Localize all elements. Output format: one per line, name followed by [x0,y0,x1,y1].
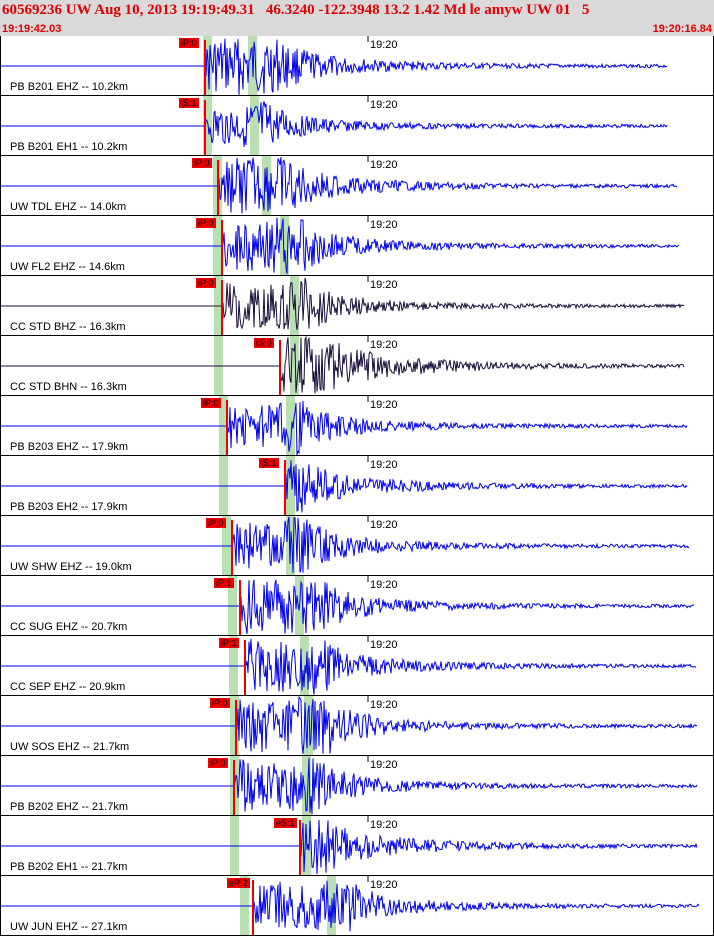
trace-panel: iP:0 19:20 CC STD BHZ -- 16.3km [0,276,714,336]
minute-tick-label: 19:20 [370,819,398,831]
station-label: CC SEP EHZ -- 20.9km [10,681,126,693]
phase-pick-label[interactable]: iP:0 [201,398,221,408]
waveform-plot [0,336,714,396]
station-label: PB B201 EH1 -- 10.2km [10,141,128,153]
minute-tick-label: 19:20 [370,399,398,411]
event-title: 60569236 UW Aug 10, 2013 19:19:49.31 46.… [2,2,590,18]
phase-window-band [286,396,295,456]
station-label: PB B203 EHZ -- 17.9km [10,441,128,453]
waveform-trace [0,516,690,573]
minute-tick-label: 19:20 [370,759,398,771]
waveform-trace [0,38,668,95]
trace-panel: eP:2 19:20 UW JUN EHZ -- 27.1km [0,876,714,936]
waveform-plot [0,36,714,96]
phase-pick-label[interactable]: iP:1 [214,578,234,588]
minute-tick-label: 19:20 [370,699,398,711]
phase-window-band [203,36,212,96]
minute-tick-label: 19:20 [370,279,398,291]
phase-pick-label[interactable]: iP:0 [179,38,199,48]
waveform-trace [0,819,698,875]
phase-pick-label[interactable]: iS:1 [179,98,199,108]
minute-tick-label: 19:20 [370,99,398,111]
waveform-trace [0,217,680,274]
waveform-trace [0,696,698,754]
trace-panel: iP:1 19:20 CC SUG EHZ -- 20.7km [0,576,714,636]
phase-window-band [203,96,212,156]
phase-pick-label[interactable]: iP:0 [210,698,230,708]
trace-panel: iP:0 19:20 UW SHW EHZ -- 19.0km [0,516,714,576]
phase-pick-label[interactable]: iP:0 [192,158,212,168]
trace-panel: iP:0 19:20 PB B202 EHZ -- 21.7km [0,756,714,816]
waveform-plot [0,876,714,936]
minute-tick-label: 19:20 [370,339,398,351]
minute-tick-label: 19:20 [370,159,398,171]
trace-panel: iP:0 19:20 UW TDL EHZ -- 14.0km [0,156,714,216]
station-label: PB B202 EHZ -- 21.7km [10,801,128,813]
phase-pick-label[interactable]: eP:2 [227,878,250,888]
waveform-trace [0,101,668,147]
phase-pick-label[interactable]: iP:1 [219,638,239,648]
minute-tick-label: 19:20 [370,579,398,591]
waveform-trace [0,757,698,815]
window-start-time: 19:19:42.03 [2,23,62,35]
phase-pick-label[interactable]: iP:0 [208,758,228,768]
minute-tick-label: 19:20 [370,39,398,51]
minute-tick-label: 19:20 [370,639,398,651]
waveform-plot [0,816,714,876]
station-label: CC SUG EHZ -- 20.7km [10,621,128,633]
trace-panel: iP:0 19:20 UW FL2 EHZ -- 14.6km [0,216,714,276]
waveform-trace [0,277,685,330]
phase-pick-label[interactable]: iS:1 [259,458,279,468]
phase-window-band [302,756,311,816]
waveform-trace [0,400,688,456]
station-label: UW SHW EHZ -- 19.0km [10,561,132,573]
station-label: UW TDL EHZ -- 14.0km [10,201,127,213]
phase-pick-label[interactable]: iP:0 [196,278,216,288]
phase-window-band [304,696,313,756]
station-label: PB B201 EHZ -- 10.2km [10,81,128,93]
minute-tick-label: 19:20 [370,459,398,471]
trace-panel: iP:0 19:20 PB B203 EHZ -- 17.9km [0,396,714,456]
waveform-trace [0,336,685,394]
phase-pick-label[interactable]: iS:0 [254,338,274,348]
waveform-trace [0,880,700,932]
minute-tick-label: 19:20 [370,219,398,231]
trace-panel: eS:1 19:20 PB B202 EH1 -- 21.7km [0,816,714,876]
station-label: CC STD BHZ -- 16.3km [10,321,126,333]
waveform-trace [0,579,695,634]
waveform-plot [0,636,714,696]
waveform-trace [0,460,688,513]
station-label: UW JUN EHZ -- 27.1km [10,921,128,933]
waveform-plot [0,456,714,516]
station-label: PB B202 EH1 -- 21.7km [10,861,128,873]
station-label: UW SOS EHZ -- 21.7km [10,741,130,753]
phase-pick-label[interactable]: iP:0 [206,518,226,528]
waveform-trace [0,157,678,214]
phase-window-band [280,216,289,276]
phase-window-band [290,336,299,396]
phase-pick-label[interactable]: iP:0 [196,218,216,228]
station-label: PB B203 EH2 -- 17.9km [10,501,128,513]
trace-panel: iS:0 19:20 CC STD BHN -- 16.3km [0,336,714,396]
trace-panel: iP:0 19:20 UW SOS EHZ -- 21.7km [0,696,714,756]
window-end-time: 19:20:16.84 [652,23,712,35]
waveform-plot [0,276,714,336]
event-header: 60569236 UW Aug 10, 2013 19:19:49.31 46.… [0,0,714,36]
phase-window-band [286,456,295,516]
waveform-plot [0,156,714,216]
station-label: CC STD BHN -- 16.3km [10,381,127,393]
trace-panel: iS:1 19:20 PB B203 EH2 -- 17.9km [0,456,714,516]
minute-tick-label: 19:20 [370,519,398,531]
phase-pick-label[interactable]: eS:1 [274,818,297,828]
trace-panel: iP:1 19:20 CC SEP EHZ -- 20.9km [0,636,714,696]
minute-tick-label: 19:20 [370,879,398,891]
phase-window-band [250,96,259,156]
waveform-plot [0,576,714,636]
station-label: UW FL2 EHZ -- 14.6km [10,261,125,273]
waveform-plot [0,96,714,156]
trace-panel: iP:0 19:20 PB B201 EHZ -- 10.2km [0,36,714,96]
trace-panel: iS:1 19:20 PB B201 EH1 -- 10.2km [0,96,714,156]
waveform-trace [0,638,697,695]
